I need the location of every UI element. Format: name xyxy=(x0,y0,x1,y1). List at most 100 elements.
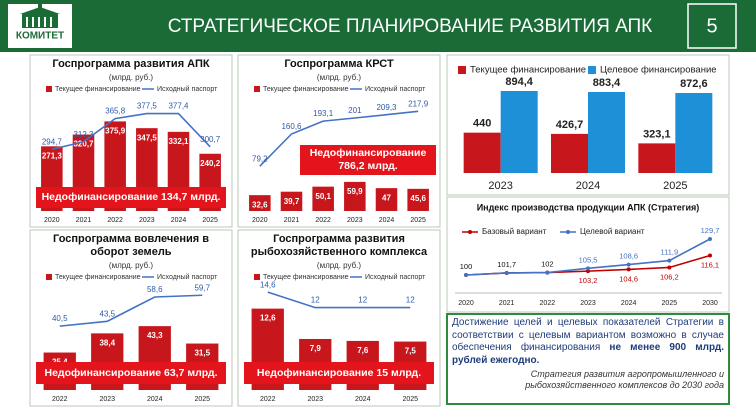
bar-value-label: 32,6 xyxy=(252,200,268,209)
legend-dot xyxy=(566,230,570,234)
x-tick-label: 2025 xyxy=(202,217,218,224)
annotation-box: Недофинансирование 15 млрд. xyxy=(256,366,422,379)
point xyxy=(667,258,672,263)
bar xyxy=(500,91,538,173)
legend-label: Исходный паспорт xyxy=(157,85,218,93)
x-tick-label: 2024 xyxy=(576,180,600,192)
line-value-label: 377,4 xyxy=(168,102,189,111)
bar-value-label: 320,7 xyxy=(73,140,94,149)
x-tick-label: 2025 xyxy=(410,217,426,224)
line-value-label: 217,9 xyxy=(408,99,429,108)
bar-value-label: 323,1 xyxy=(643,128,671,140)
line-value-label: 312,3 xyxy=(73,130,94,139)
legend-swatch xyxy=(254,86,260,92)
x-tick-label: 2024 xyxy=(379,217,395,224)
line-value-label: 193,1 xyxy=(313,109,334,118)
bar-value-label: 7,6 xyxy=(357,346,369,355)
x-tick-label: 2021 xyxy=(76,217,92,224)
bar-value-label: 38,4 xyxy=(99,338,115,347)
x-tick-label: 2020 xyxy=(458,300,474,307)
x-tick-label: 2023 xyxy=(488,180,512,192)
bar-value-label: 47 xyxy=(382,193,391,202)
page-number-box xyxy=(687,3,737,49)
point xyxy=(586,266,590,271)
note-text: Достижение целей и целевых показателей С… xyxy=(452,317,724,353)
line-value-label: 58,6 xyxy=(147,285,163,294)
bar xyxy=(344,181,366,211)
x-tick-label: 2024 xyxy=(621,300,637,307)
legend-swatch xyxy=(46,274,52,280)
legend-label: Исходный паспорт xyxy=(365,273,426,281)
legend-label: Текущее финансирование xyxy=(470,65,586,76)
point-value-label: 129,7 xyxy=(701,226,720,235)
annotation: Недофинансирование 134,7 млрд. xyxy=(41,191,221,203)
logo-columns xyxy=(26,17,52,27)
annotation-banner xyxy=(244,362,434,384)
page-number: 5 xyxy=(706,15,717,37)
x-tick-label: 2022 xyxy=(107,217,123,224)
panel-title-box: Госпрограмма КРСТ xyxy=(284,58,394,70)
legend-label: Исходный паспорт xyxy=(365,85,426,93)
point-value-label: 104,6 xyxy=(619,274,638,283)
legend-label: Исходный паспорт xyxy=(157,273,218,281)
x-tick-label: 2022 xyxy=(540,300,556,307)
x-tick-label: 2030 xyxy=(702,300,718,307)
line-series xyxy=(51,112,211,151)
annotation-banner xyxy=(36,187,226,208)
point xyxy=(626,262,631,267)
x-tick-label: 2024 xyxy=(147,396,163,403)
x-tick-label: 2025 xyxy=(402,396,418,403)
line-value-label: 59,7 xyxy=(194,283,210,292)
bar-value-label: 894,4 xyxy=(505,76,533,88)
panel-title-box: Госпрограмма развития рыбохозяйственного… xyxy=(250,233,428,258)
panel-title: Госпрограмма КРСТ xyxy=(284,58,394,70)
x-tick-label: 2024 xyxy=(355,396,371,403)
legend-label: Базовый вариант xyxy=(482,227,547,236)
line-value-label: 12 xyxy=(358,296,367,305)
point xyxy=(586,269,590,274)
x-tick-label: 2021 xyxy=(284,217,300,224)
x-tick-label: 2023 xyxy=(580,300,596,307)
bar-value-label: 440 xyxy=(473,118,491,130)
point xyxy=(708,253,712,258)
line-value-label: 12 xyxy=(311,296,320,305)
subtitle: (млрд. руб.) xyxy=(109,73,153,82)
x-tick-label: 2022 xyxy=(260,396,276,403)
note-paragraph: Достижение целей и целевых показателей С… xyxy=(452,317,724,367)
point xyxy=(545,270,550,275)
bar-value-label: 7,9 xyxy=(310,344,322,353)
line-value-label: 14,6 xyxy=(260,280,276,289)
annotation: Недофинансирование 786,2 млрд. xyxy=(309,147,427,172)
panel-title: Госпрограмма развития АПК xyxy=(52,58,210,70)
x-tick-label: 2023 xyxy=(139,217,155,224)
point-value-label: 102 xyxy=(541,260,554,269)
point xyxy=(667,265,672,270)
subtitle: (млрд. руб.) xyxy=(317,261,361,270)
bar-value-label: 271,3 xyxy=(42,151,63,160)
bar-value-label: 43,3 xyxy=(147,331,163,340)
point-value-label: 111,9 xyxy=(661,248,679,257)
legend-label: Целевой вариант xyxy=(580,227,645,236)
point xyxy=(464,273,468,277)
line-value-label: 43,5 xyxy=(99,309,115,318)
x-tick-label: 2020 xyxy=(44,217,60,224)
note-emphasis: не менее 900 млрд. рублей ежегодно. xyxy=(452,342,724,366)
panel xyxy=(237,54,441,228)
bar xyxy=(280,191,303,211)
annotation-box: Недофинансирование 786,2 млрд. xyxy=(309,147,427,172)
bar-value-label: 39,7 xyxy=(284,197,300,206)
x-tick-label: 2020 xyxy=(252,217,268,224)
bar-value-label: 45,6 xyxy=(410,194,426,203)
legend-swatch xyxy=(458,66,466,74)
line-value-label: 209,3 xyxy=(376,103,397,112)
bar-value-label: 426,7 xyxy=(556,119,584,131)
point xyxy=(504,270,509,275)
x-tick-label: 2022 xyxy=(315,217,331,224)
annotation-box: Недофинансирование 63,7 млрд. xyxy=(44,367,217,379)
line-series xyxy=(267,291,411,309)
chart-title: Индекс производства продукции АПК (Страт… xyxy=(477,202,700,212)
line-value-label: 377,5 xyxy=(137,102,158,111)
line-series xyxy=(59,294,203,327)
annotation: Недофинансирование 15 млрд. xyxy=(256,366,422,379)
panel-title: Госпрограмма развития рыбохозяйственного… xyxy=(250,233,428,258)
